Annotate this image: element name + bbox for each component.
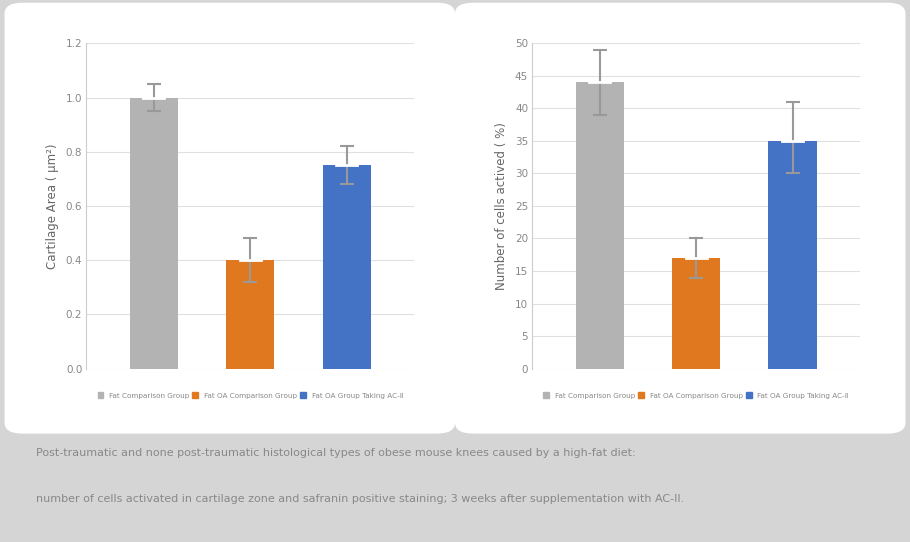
Y-axis label: Cartilage Area ( μm²): Cartilage Area ( μm²) xyxy=(46,143,59,269)
Bar xyxy=(322,165,370,369)
Text: number of cells activated in cartilage zone and safranin positive staining; 3 we: number of cells activated in cartilage z… xyxy=(35,494,684,504)
Bar xyxy=(227,260,274,369)
Bar xyxy=(130,98,178,369)
Legend: Fat Comparison Group, Fat OA Comparison Group, Fat OA Group Taking AC-Ⅱ: Fat Comparison Group, Fat OA Comparison … xyxy=(542,392,850,399)
Text: Post-traumatic and none post-traumatic histological types of obese mouse knees c: Post-traumatic and none post-traumatic h… xyxy=(35,448,635,458)
Legend: Fat Comparison Group, Fat OA Comparison Group, Fat OA Group Taking AC-Ⅱ: Fat Comparison Group, Fat OA Comparison … xyxy=(96,392,404,399)
Y-axis label: Number of cells actived ( %): Number of cells actived ( %) xyxy=(495,122,508,290)
Bar xyxy=(672,258,720,369)
Bar xyxy=(576,82,624,369)
Bar xyxy=(768,141,816,369)
